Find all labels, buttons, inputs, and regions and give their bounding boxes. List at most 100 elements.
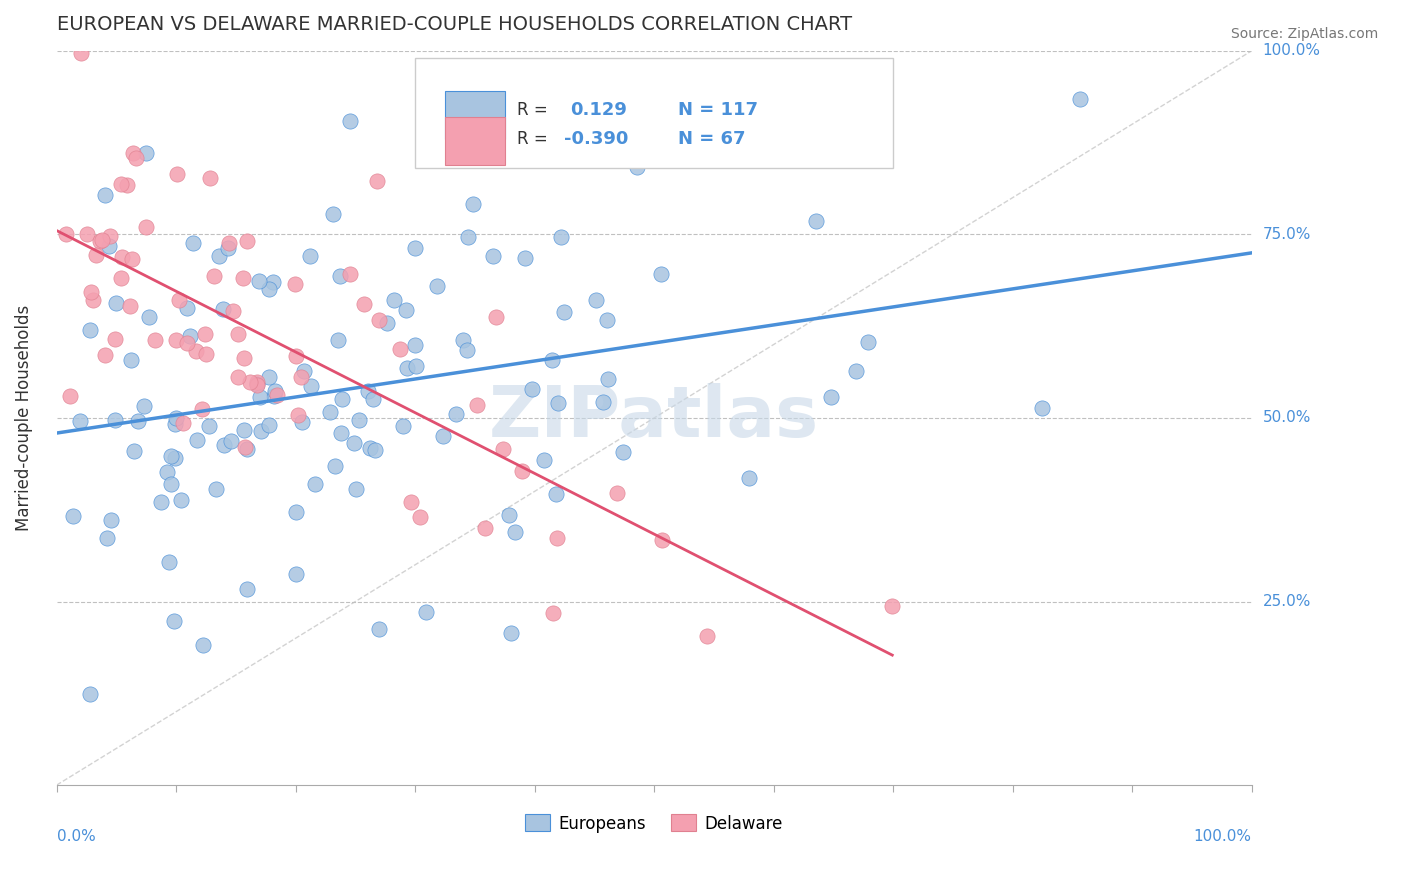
Europeans	[183, 236, 205, 251]
Delaware	[90, 233, 112, 247]
Europeans	[498, 508, 520, 523]
Delaware	[82, 293, 104, 307]
Europeans	[382, 293, 405, 307]
Europeans	[481, 249, 503, 263]
Europeans	[285, 505, 308, 519]
Delaware	[882, 599, 904, 614]
Delaware	[135, 219, 157, 234]
Europeans	[156, 465, 179, 479]
Europeans	[395, 302, 418, 317]
Delaware	[166, 167, 188, 181]
Europeans	[457, 229, 479, 244]
Delaware	[290, 370, 312, 384]
Europeans	[299, 249, 322, 263]
Europeans	[124, 443, 146, 458]
Europeans	[208, 249, 231, 263]
Delaware	[110, 270, 132, 285]
Europeans	[357, 384, 380, 398]
Text: 75.0%: 75.0%	[1263, 227, 1310, 242]
Europeans	[69, 413, 91, 427]
Europeans	[135, 146, 157, 161]
Text: N = 67: N = 67	[678, 130, 745, 148]
Europeans	[499, 625, 522, 640]
Text: 100.0%: 100.0%	[1263, 44, 1320, 58]
Europeans	[193, 638, 215, 652]
Europeans	[233, 423, 256, 437]
Legend: Europeans, Delaware: Europeans, Delaware	[519, 807, 790, 839]
Europeans	[157, 555, 180, 569]
Europeans	[592, 395, 614, 409]
Europeans	[262, 275, 284, 289]
Delaware	[104, 333, 127, 347]
FancyBboxPatch shape	[444, 91, 505, 139]
Delaware	[510, 464, 533, 478]
Europeans	[246, 377, 269, 392]
Europeans	[375, 316, 398, 330]
Delaware	[76, 227, 98, 242]
Europeans	[461, 197, 484, 211]
Europeans	[544, 487, 567, 501]
Europeans	[520, 382, 543, 396]
Delaware	[167, 293, 190, 307]
Europeans	[221, 434, 243, 448]
Delaware	[246, 378, 269, 392]
Delaware	[474, 520, 496, 534]
Delaware	[110, 177, 132, 191]
Europeans	[330, 425, 353, 440]
Europeans	[235, 582, 257, 597]
Delaware	[389, 342, 412, 356]
Europeans	[257, 369, 280, 384]
Europeans	[249, 424, 271, 438]
Europeans	[100, 513, 122, 527]
Europeans	[198, 418, 221, 433]
Europeans	[79, 687, 101, 701]
Europeans	[658, 99, 681, 113]
Europeans	[257, 417, 280, 432]
Europeans	[98, 239, 121, 253]
Delaware	[287, 409, 309, 423]
Delaware	[606, 485, 628, 500]
Europeans	[344, 482, 367, 496]
Europeans	[176, 301, 198, 315]
Delaware	[401, 494, 423, 508]
Europeans	[339, 114, 361, 128]
Europeans	[292, 364, 315, 378]
Text: 0.129: 0.129	[571, 101, 627, 119]
Y-axis label: Married-couple Households: Married-couple Households	[15, 305, 32, 531]
Europeans	[806, 214, 828, 228]
Europeans	[550, 230, 572, 244]
Europeans	[249, 390, 271, 404]
Europeans	[367, 622, 389, 636]
Delaware	[143, 333, 166, 347]
Delaware	[226, 327, 249, 342]
Europeans	[363, 392, 385, 407]
Europeans	[329, 268, 352, 283]
Europeans	[391, 419, 413, 434]
Europeans	[515, 251, 537, 265]
Europeans	[503, 525, 526, 540]
Delaware	[115, 178, 138, 192]
Europeans	[264, 384, 287, 399]
Text: 50.0%: 50.0%	[1263, 410, 1310, 425]
Delaware	[218, 236, 240, 251]
Delaware	[98, 228, 121, 243]
Europeans	[738, 471, 761, 485]
Europeans	[541, 352, 564, 367]
Europeans	[160, 477, 183, 491]
Europeans	[138, 310, 160, 324]
Delaware	[55, 227, 77, 241]
Europeans	[404, 241, 426, 255]
Europeans	[212, 438, 235, 452]
Delaware	[541, 606, 564, 620]
Delaware	[285, 349, 308, 363]
Delaware	[339, 267, 361, 281]
Delaware	[184, 344, 207, 359]
Europeans	[650, 267, 672, 281]
Delaware	[165, 333, 187, 347]
Europeans	[79, 323, 101, 337]
Delaware	[122, 145, 145, 160]
Europeans	[330, 392, 353, 406]
Text: 25.0%: 25.0%	[1263, 594, 1310, 609]
Europeans	[160, 449, 183, 463]
Europeans	[162, 614, 184, 628]
